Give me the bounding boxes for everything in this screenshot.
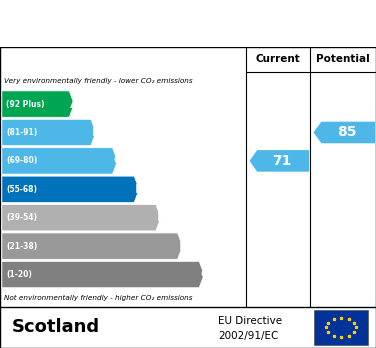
Text: F: F [178,240,187,253]
Text: E: E [157,211,166,224]
Polygon shape [2,233,182,259]
Text: Environmental Impact (CO₂) Rating: Environmental Impact (CO₂) Rating [43,16,333,31]
Text: EU Directive: EU Directive [218,316,282,326]
Text: 71: 71 [272,154,291,168]
Text: Potential: Potential [316,54,370,64]
Polygon shape [2,91,74,117]
Text: (55-68): (55-68) [6,185,37,194]
Text: (1-20): (1-20) [6,270,32,279]
Text: A: A [70,97,80,111]
Polygon shape [2,205,161,231]
Text: (92 Plus): (92 Plus) [6,100,45,109]
Text: (81-91): (81-91) [6,128,38,137]
Text: B: B [92,126,102,139]
Polygon shape [2,119,96,146]
Polygon shape [2,176,139,203]
Text: D: D [135,183,146,196]
Polygon shape [250,150,309,172]
Bar [314,310,368,345]
Text: Very environmentally friendly - lower CO₂ emissions: Very environmentally friendly - lower CO… [4,78,193,84]
Polygon shape [2,261,204,288]
Text: C: C [113,155,123,167]
Text: Scotland: Scotland [11,318,99,337]
Text: Not environmentally friendly - higher CO₂ emissions: Not environmentally friendly - higher CO… [4,295,192,301]
Text: 85: 85 [337,126,356,140]
Text: (21-38): (21-38) [6,242,38,251]
Text: Current: Current [256,54,301,64]
Polygon shape [314,122,375,143]
Text: (69-80): (69-80) [6,156,38,165]
Text: 2002/91/EC: 2002/91/EC [218,331,279,341]
Text: (39-54): (39-54) [6,213,37,222]
Text: G: G [200,268,211,281]
Polygon shape [2,148,117,174]
